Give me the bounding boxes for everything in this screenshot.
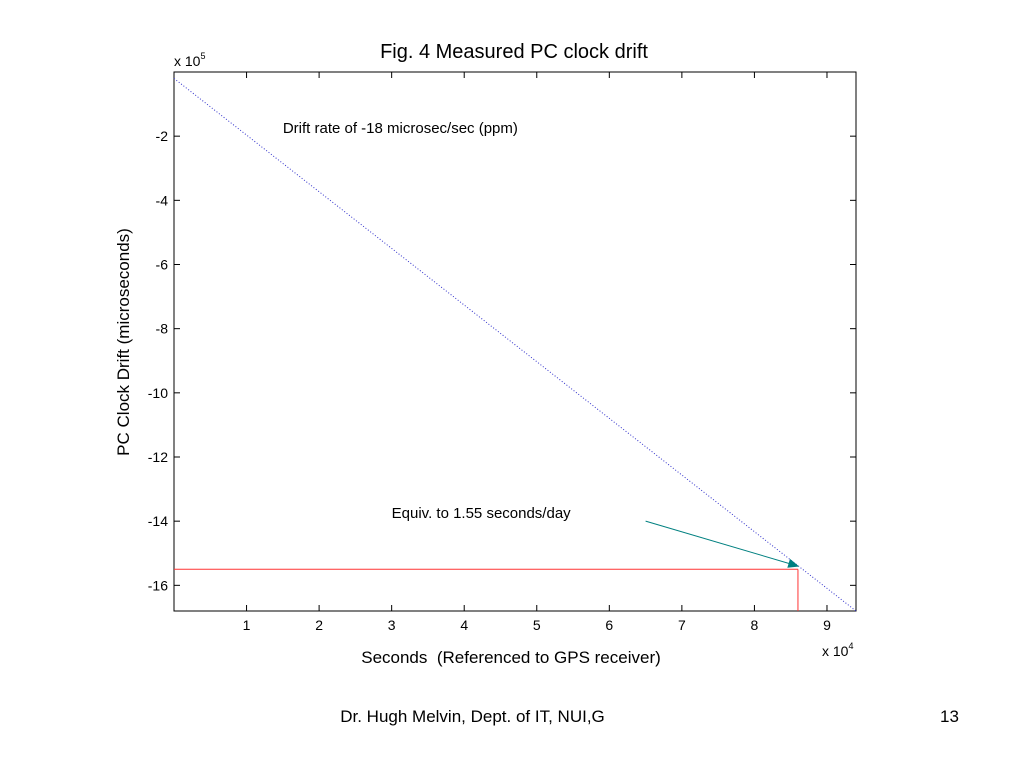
series-line xyxy=(173,78,857,612)
annotation-label: Equiv. to 1.55 seconds/day xyxy=(392,505,572,522)
plot-area xyxy=(173,71,857,612)
y-multiplier-base: x 10 xyxy=(174,53,201,69)
annotation-label: Drift rate of -18 microsec/sec (ppm) xyxy=(283,120,518,137)
y-multiplier-exponent: 5 xyxy=(200,51,205,61)
x-axis-ticks: 1 2 3 4 5 6 7 8 9 xyxy=(243,72,831,633)
page-number: 13 xyxy=(940,707,959,726)
x-multiplier-exponent: 4 xyxy=(848,641,853,651)
y-tick-label: -6 xyxy=(156,257,169,273)
y-axis-ticks: -2 -4 -6 -8 -10 -12 -14 -16 xyxy=(148,128,856,593)
series-layer xyxy=(173,78,857,612)
x-tick-label: 5 xyxy=(533,617,541,633)
x-tick-label: 1 xyxy=(243,617,251,633)
x-tick-label: 7 xyxy=(678,617,686,633)
y-tick-label: -16 xyxy=(148,577,168,593)
reference-lines xyxy=(174,568,799,611)
annotation-layer: Drift rate of -18 microsec/sec (ppm) Equi… xyxy=(283,120,800,568)
x-tick-label: 6 xyxy=(605,617,613,633)
x-axis-multiplier: x 104 xyxy=(822,641,853,659)
x-tick-label: 4 xyxy=(460,617,468,633)
y-axis-label: PC Clock Drift (microseconds) xyxy=(114,228,133,456)
y-tick-label: -8 xyxy=(156,321,169,337)
y-tick-label: -4 xyxy=(156,192,169,208)
y-tick-label: -10 xyxy=(148,385,168,401)
chart-title: Fig. 4 Measured PC clock drift xyxy=(380,41,648,63)
y-axis-multiplier: x 105 xyxy=(174,51,205,69)
x-tick-label: 8 xyxy=(751,617,759,633)
annotation-arrow-shaft xyxy=(645,520,799,567)
drift-chart: Fig. 4 Measured PC clock drift 1 2 3 4 5 6 7 8 9… xyxy=(114,41,857,667)
y-tick-label: -12 xyxy=(148,449,168,465)
x-multiplier-base: x 10 xyxy=(822,643,849,659)
x-axis-label: Seconds (Referenced to GPS receiver) xyxy=(361,648,661,667)
x-tick-label: 2 xyxy=(315,617,323,633)
y-tick-label: -2 xyxy=(156,128,169,144)
y-tick-label: -14 xyxy=(148,513,168,529)
footer-author: Dr. Hugh Melvin, Dept. of IT, NUI,G xyxy=(340,707,605,726)
x-tick-label: 3 xyxy=(388,617,396,633)
annotation-arrowhead xyxy=(787,558,800,568)
x-tick-label: 9 xyxy=(823,617,831,633)
